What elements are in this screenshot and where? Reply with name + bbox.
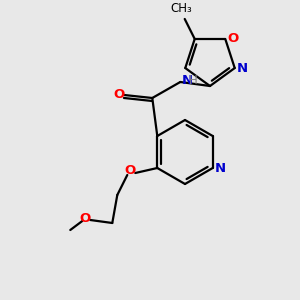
Text: O: O [114, 88, 125, 100]
Text: H: H [189, 74, 198, 88]
Text: N: N [215, 161, 226, 175]
Text: O: O [227, 32, 239, 46]
Text: N: N [237, 61, 248, 74]
Text: N: N [181, 74, 192, 88]
Text: O: O [80, 212, 91, 224]
Text: CH₃: CH₃ [171, 2, 193, 16]
Text: O: O [125, 164, 136, 178]
